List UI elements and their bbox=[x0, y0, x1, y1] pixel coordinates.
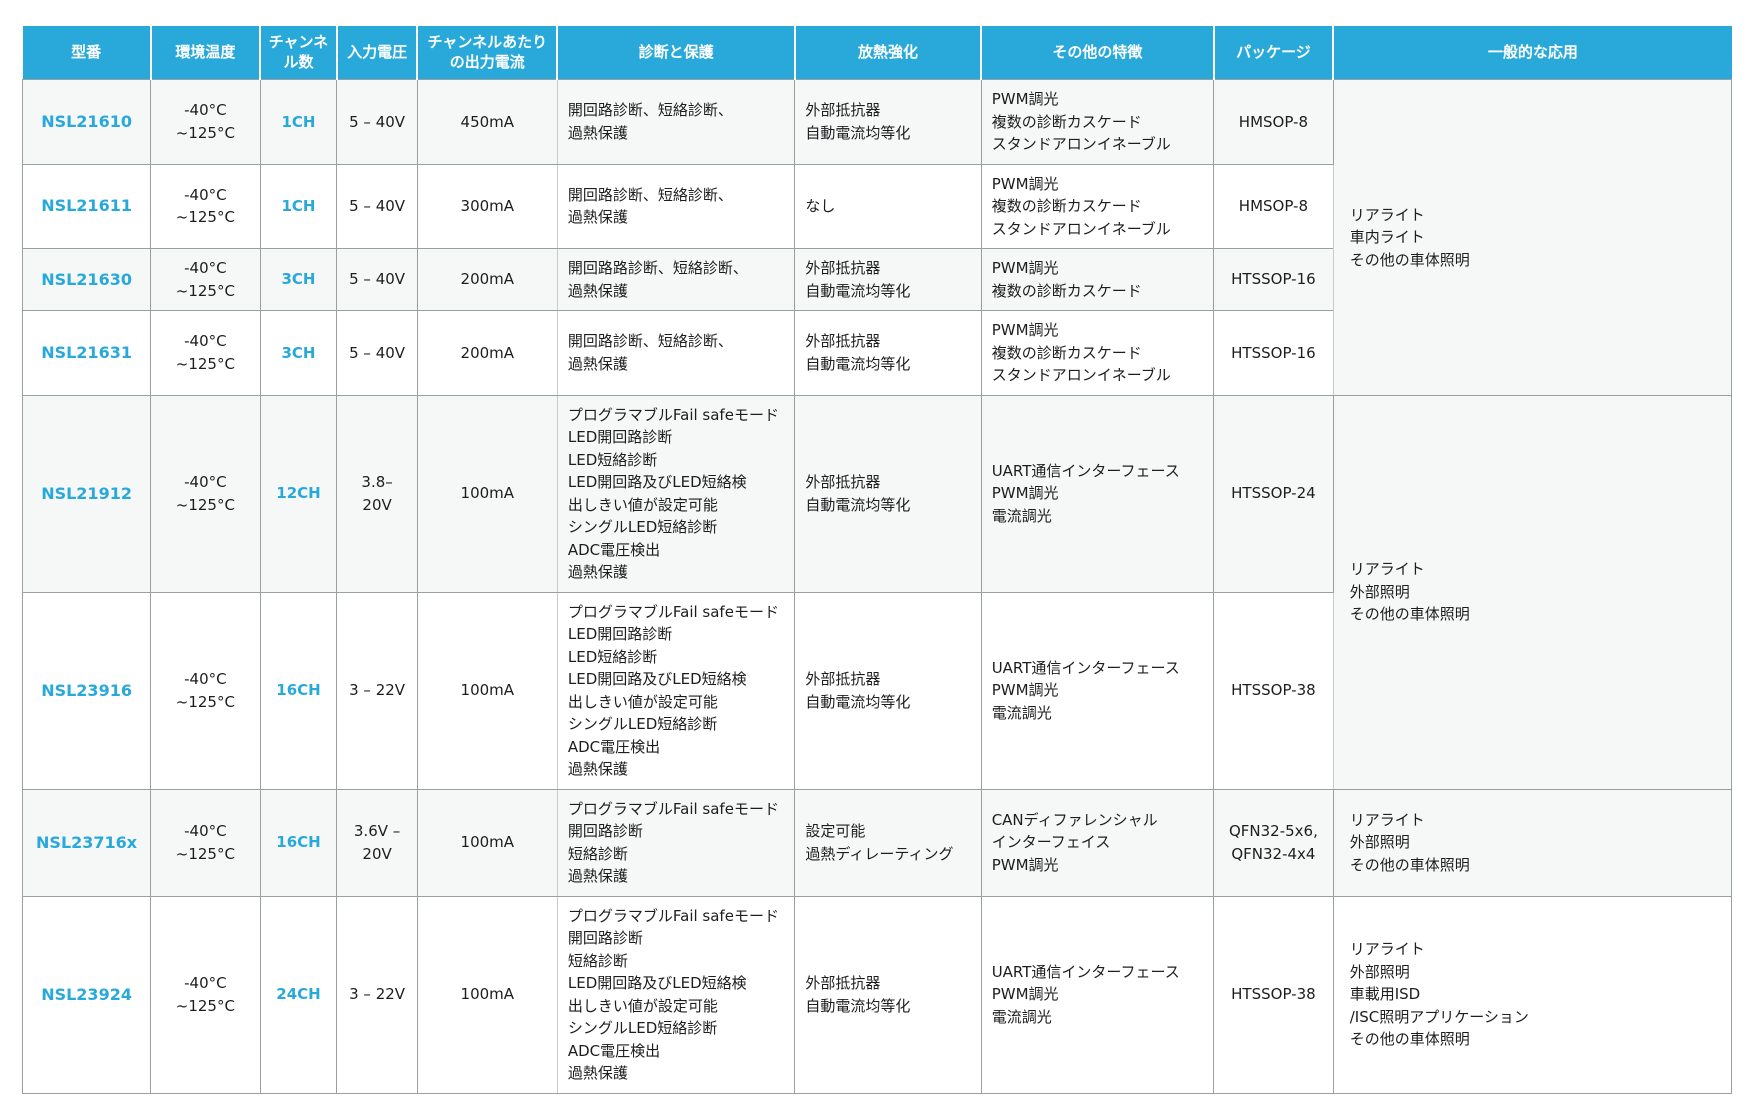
cell-vin: 3 – 22V bbox=[336, 591, 418, 790]
cell-iout: 450mA bbox=[416, 79, 558, 165]
cell-vin: 5 – 40V bbox=[336, 163, 418, 249]
column-header-thermal: 放熱強化 bbox=[794, 26, 983, 80]
cell-diag: 開回路診断、短絡診断、 過熱保護 bbox=[556, 163, 796, 249]
column-header-apps: 一般的な応用 bbox=[1333, 26, 1732, 80]
cell-thermal: 外部抵抗器 自動電流均等化 bbox=[794, 394, 982, 593]
cell-package: HMSOP-8 bbox=[1213, 79, 1334, 165]
cell-package: HMSOP-8 bbox=[1213, 163, 1334, 249]
cell-temp: -40°C ~125°C bbox=[150, 248, 261, 311]
part-number-link[interactable]: NSL21631 bbox=[21, 310, 152, 396]
cell-vin: 5 – 40V bbox=[336, 310, 418, 396]
cell-features: PWM調光 複数の診断カスケード bbox=[980, 248, 1215, 311]
table-row-NSL23916: NSL23916 -40°C ~125°C 16CH 3 – 22V 100mA プログラ… bbox=[21, 591, 1732, 790]
cell-package: HTSSOP-16 bbox=[1213, 248, 1334, 311]
cell-apps: リアライト 車内ライト その他の車体照明 bbox=[1332, 79, 1733, 396]
table-row-NSL23716x: NSL23716x -40°C ~125°C 16CH 3.6V – 20V 100mA… bbox=[21, 788, 1733, 897]
cell-diag: 開回路診断、短絡診断、 過熱保護 bbox=[556, 79, 796, 165]
cell-diag: 開回路路診断、短絡診断、 過熱保護 bbox=[556, 248, 796, 311]
cell-apps: リアライト 外部照明 その他の車体照明 bbox=[1332, 788, 1733, 897]
cell-channels: 16CH bbox=[259, 788, 338, 897]
table-row-NSL21610: NSL21610 -40°C ~125°C 1CH 5 – 40V 450mA 開回路診断… bbox=[21, 79, 1733, 396]
cell-channels: 1CH bbox=[259, 163, 338, 249]
cell-iout: 100mA bbox=[416, 788, 558, 897]
table-body: NSL21610 -40°C ~125°C 1CH 5 – 40V 450mA 開回路診断… bbox=[21, 79, 1733, 1094]
column-header-features: その他の特徴 bbox=[981, 26, 1215, 80]
cell-thermal: 外部抵抗器 自動電流均等化 bbox=[794, 895, 982, 1094]
cell-thermal: 設定可能 過熱ディレーティング bbox=[794, 788, 982, 897]
part-number-link[interactable]: NSL23916 bbox=[21, 591, 152, 790]
part-number-link[interactable]: NSL21611 bbox=[21, 163, 152, 249]
column-header-part: 型番 bbox=[22, 26, 152, 80]
cell-thermal: なし bbox=[794, 163, 982, 249]
cell-channels: 1CH bbox=[259, 79, 338, 165]
cell-vin: 5 – 40V bbox=[336, 79, 418, 165]
column-header-vin: 入力電圧 bbox=[336, 26, 419, 80]
column-header-iout: チャンネルあたりの出力電流 bbox=[417, 26, 559, 80]
cell-temp: -40°C ~125°C bbox=[150, 394, 261, 593]
cell-temp: -40°C ~125°C bbox=[150, 788, 261, 897]
cell-iout: 100mA bbox=[416, 895, 558, 1094]
cell-thermal: 外部抵抗器 自動電流均等化 bbox=[794, 248, 982, 311]
cell-diag: 開回路診断、短絡診断、 過熱保護 bbox=[556, 310, 796, 396]
cell-channels: 3CH bbox=[259, 248, 338, 311]
cell-features: CANディファレンシャル インターフェイス PWM調光 bbox=[980, 788, 1215, 897]
cell-package: HTSSOP-24 bbox=[1213, 394, 1334, 593]
cell-apps: リアライト 外部照明 車載用ISD /ISC照明アプリケーション その他の車体照… bbox=[1332, 895, 1733, 1094]
cell-diag: プログラマブルFail safeモード 開回路診断 短絡診断 過熱保護 bbox=[556, 788, 796, 897]
part-number-link[interactable]: NSL23716x bbox=[21, 788, 152, 897]
cell-diag: プログラマブルFail safeモード 開回路診断 短絡診断 LED開回路及びL… bbox=[556, 895, 796, 1094]
cell-channels: 12CH bbox=[259, 394, 338, 593]
table-row-NSL21611: NSL21611 -40°C ~125°C 1CH 5 – 40V 300mA 開回路診断… bbox=[21, 163, 1732, 249]
cell-thermal: 外部抵抗器 自動電流均等化 bbox=[794, 591, 982, 790]
table-header-row: 型番 環境温度 チャンネル数 入力電圧 チャンネルあたりの出力電流 診断と保護 放熱強化 その… bbox=[22, 26, 1732, 80]
cell-package: HTSSOP-38 bbox=[1213, 591, 1334, 790]
cell-iout: 200mA bbox=[416, 248, 558, 311]
column-header-temp: 環境温度 bbox=[150, 26, 262, 80]
cell-features: PWM調光 複数の診断カスケード スタンドアロンイネーブル bbox=[980, 163, 1215, 249]
column-header-package: パッケージ bbox=[1213, 26, 1335, 80]
cell-temp: -40°C ~125°C bbox=[150, 591, 261, 790]
cell-temp: -40°C ~125°C bbox=[150, 163, 261, 249]
column-header-diag: 診断と保護 bbox=[557, 26, 796, 80]
cell-apps: リアライト 外部照明 その他の車体照明 bbox=[1332, 394, 1733, 790]
table-row-NSL21630: NSL21630 -40°C ~125°C 3CH 5 – 40V 200mA 開回路路診… bbox=[21, 248, 1732, 311]
cell-thermal: 外部抵抗器 自動電流均等化 bbox=[794, 310, 982, 396]
cell-channels: 3CH bbox=[259, 310, 338, 396]
cell-vin: 3.6V – 20V bbox=[336, 788, 418, 897]
cell-channels: 24CH bbox=[259, 895, 338, 1094]
cell-iout: 100mA bbox=[416, 591, 558, 790]
cell-diag: プログラマブルFail safeモード LED開回路診断 LED短絡診断 LED… bbox=[556, 394, 796, 593]
cell-vin: 5 – 40V bbox=[336, 248, 418, 311]
table-row-NSL21912: NSL21912 -40°C ~125°C 12CH 3.8– 20V 100mA プログ… bbox=[21, 394, 1733, 790]
cell-package: QFN32-5x6, QFN32-4x4 bbox=[1213, 788, 1334, 897]
cell-temp: -40°C ~125°C bbox=[150, 310, 261, 396]
cell-package: HTSSOP-16 bbox=[1213, 310, 1334, 396]
part-number-link[interactable]: NSL21912 bbox=[21, 394, 152, 593]
product-spec-table: 型番 環境温度 チャンネル数 入力電圧 チャンネルあたりの出力電流 診断と保護 放熱強化 その… bbox=[21, 26, 1733, 1094]
cell-temp: -40°C ~125°C bbox=[150, 79, 261, 165]
cell-features: UART通信インターフェース PWM調光 電流調光 bbox=[980, 591, 1215, 790]
cell-iout: 100mA bbox=[416, 394, 558, 593]
part-number-link[interactable]: NSL21630 bbox=[21, 248, 152, 311]
column-header-channels: チャンネル数 bbox=[260, 26, 338, 80]
part-number-link[interactable]: NSL23924 bbox=[21, 895, 152, 1094]
cell-vin: 3 – 22V bbox=[336, 895, 418, 1094]
cell-package: HTSSOP-38 bbox=[1213, 895, 1334, 1094]
part-number-link[interactable]: NSL21610 bbox=[21, 79, 152, 165]
cell-diag: プログラマブルFail safeモード LED開回路診断 LED短絡診断 LED… bbox=[556, 591, 796, 790]
cell-iout: 300mA bbox=[416, 163, 558, 249]
cell-features: PWM調光 複数の診断カスケード スタンドアロンイネーブル bbox=[980, 310, 1215, 396]
cell-thermal: 外部抵抗器 自動電流均等化 bbox=[794, 79, 982, 165]
cell-features: UART通信インターフェース PWM調光 電流調光 bbox=[980, 394, 1215, 593]
cell-channels: 16CH bbox=[259, 591, 338, 790]
cell-vin: 3.8– 20V bbox=[336, 394, 418, 593]
cell-iout: 200mA bbox=[416, 310, 558, 396]
table-row-NSL23924: NSL23924 -40°C ~125°C 24CH 3 – 22V 100mA プログラ… bbox=[21, 895, 1733, 1094]
cell-features: PWM調光 複数の診断カスケード スタンドアロンイネーブル bbox=[980, 79, 1215, 165]
table-row-NSL21631: NSL21631 -40°C ~125°C 3CH 5 – 40V 200mA 開回路診断… bbox=[21, 310, 1732, 396]
cell-temp: -40°C ~125°C bbox=[150, 895, 261, 1094]
cell-features: UART通信インターフェース PWM調光 電流調光 bbox=[980, 895, 1215, 1094]
